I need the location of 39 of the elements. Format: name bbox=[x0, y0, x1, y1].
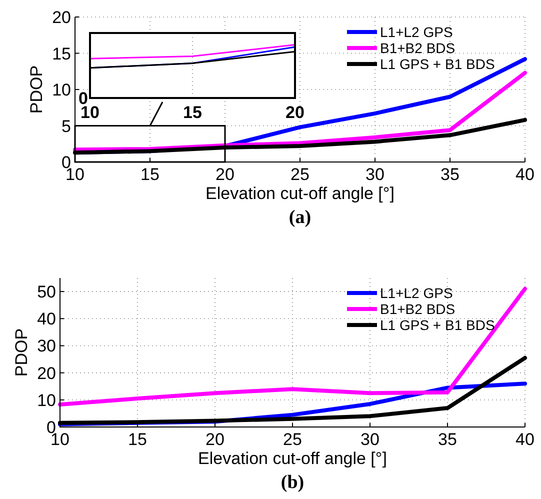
x-tick-label: 15 bbox=[128, 430, 147, 449]
x-tick-label: 25 bbox=[290, 165, 310, 184]
x-tick-label: 30 bbox=[360, 430, 380, 449]
x-tick-label: 40 bbox=[516, 165, 534, 184]
legend-label: B1+B2 BDS bbox=[380, 301, 456, 317]
y-axis-title: PDOP bbox=[12, 328, 31, 377]
y-tick-label: 20 bbox=[52, 8, 71, 27]
y-axis-title: PDOP bbox=[27, 65, 46, 114]
line-series bbox=[73, 118, 527, 155]
y-tick-label: 10 bbox=[52, 80, 71, 100]
line-series bbox=[58, 286, 527, 407]
x-tick-label: 40 bbox=[516, 430, 534, 449]
x-tick-label: 15 bbox=[140, 165, 160, 184]
text: (b) bbox=[280, 472, 304, 493]
text: (a) bbox=[288, 207, 312, 228]
y-tick-label: 50 bbox=[37, 282, 56, 302]
line-series bbox=[73, 70, 527, 152]
legend-label: L1+L2 GPS bbox=[380, 24, 453, 40]
legend-label: L1 GPS + B1 BDS bbox=[380, 56, 495, 72]
y-tick-label: 10 bbox=[37, 390, 56, 410]
x-tick-label: 30 bbox=[366, 165, 384, 184]
x-tick-label: 20 bbox=[286, 103, 304, 122]
y-tick-label: 5 bbox=[62, 116, 71, 136]
x-tick-label: 35 bbox=[438, 430, 457, 449]
x-tick-label: 20 bbox=[206, 430, 224, 449]
legend-label: L1+L2 GPS bbox=[380, 285, 453, 301]
y-tick-label: 30 bbox=[37, 336, 56, 356]
x-tick-label: 15 bbox=[183, 103, 202, 122]
x-tick-label: 25 bbox=[283, 430, 302, 449]
x-tick-label: 20 bbox=[216, 165, 234, 184]
y-tick-label: 20 bbox=[37, 364, 56, 383]
y-tick-label: 40 bbox=[37, 310, 56, 329]
x-tick-label: 10 bbox=[80, 103, 100, 122]
legend-label: L1 GPS + B1 BDS bbox=[380, 317, 495, 333]
y-tick-label: 15 bbox=[52, 44, 71, 64]
x-tick-label: 35 bbox=[440, 165, 460, 184]
x-axis-title: Elevation cut-off angle [°] bbox=[206, 184, 394, 203]
legend-label: B1+B2 BDS bbox=[380, 40, 456, 56]
x-axis-title: Elevation cut-off angle [°] bbox=[198, 449, 387, 468]
